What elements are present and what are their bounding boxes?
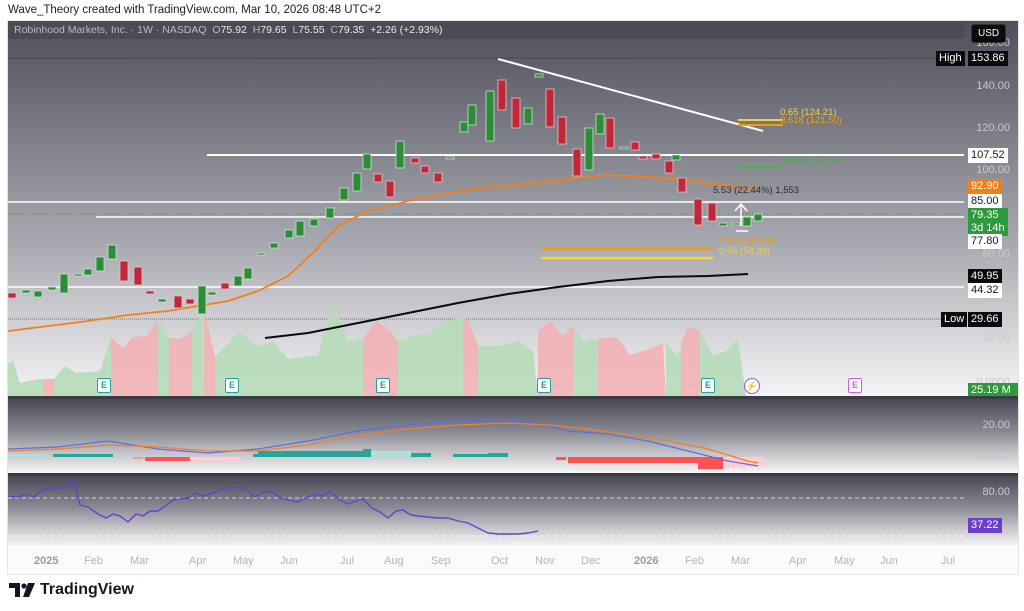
high-price-tag: 153.86 (968, 51, 1008, 66)
time-label: Sep (431, 555, 451, 567)
chart-credit: Wave_Theory created with TradingView.com… (8, 4, 381, 16)
time-label: Jun (280, 555, 298, 567)
macd-tick-20: 20.00 (982, 419, 1010, 431)
time-label: Dec (581, 555, 601, 567)
time-label: Jul (941, 555, 956, 567)
time-label: Aug (384, 555, 404, 567)
chart-frame: Robinhood Markets, Inc. · 1W · NASDAQ O7… (7, 20, 1019, 575)
earnings-icon[interactable]: E (701, 378, 715, 393)
tick-20: 20.00 (982, 332, 1010, 344)
support-tag-44: 44.32 (968, 283, 1002, 298)
earnings-icon[interactable]: E (376, 378, 390, 393)
rsi-pane[interactable] (8, 476, 964, 546)
rsi-axis[interactable]: 80.00 (964, 476, 1018, 546)
tick-120: 120.00 (976, 122, 1010, 134)
earnings-icon[interactable]: E (537, 378, 551, 393)
fib-label-065-lower: 0.65 (58.38) (719, 246, 771, 257)
price-chart-svg (8, 57, 964, 396)
fib-label-065-upper: 0.65 (124.21) (780, 107, 837, 118)
price-pane[interactable]: Robinhood Markets, Inc. · 1W · NASDAQ O7… (8, 21, 964, 396)
currency-button[interactable]: USD (971, 24, 1007, 43)
dividend-lightning-icon[interactable]: ⚡ (744, 378, 760, 394)
high-value: 79.65 (260, 24, 287, 36)
symbol-name: Robinhood Markets, Inc. · 1W · NASDAQ (14, 24, 207, 36)
time-label: Feb (685, 555, 704, 567)
low-price-tag: 29.66 (968, 312, 1002, 327)
high-label: High (936, 51, 965, 66)
time-label: Mar (731, 555, 750, 567)
tick-140: 140.00 (976, 80, 1010, 92)
tick-100: 100.00 (976, 164, 1010, 176)
macd-pane[interactable] (8, 399, 964, 473)
measure-arrow (734, 202, 748, 232)
change-value: +2.26 (+2.93%) (370, 24, 443, 36)
time-label: 2025 (34, 555, 59, 567)
time-label: Nov (535, 555, 555, 567)
pane-separator[interactable] (8, 473, 1018, 476)
sma200-tag: 49.95 (968, 269, 1002, 284)
earnings-icon[interactable]: E (97, 378, 111, 393)
pane-separator[interactable] (8, 396, 1018, 399)
tradingview-logo-icon (9, 583, 35, 597)
low-value: 75.55 (298, 24, 325, 36)
rsi-svg (8, 478, 964, 537)
time-label: Apr (189, 555, 207, 567)
close-value: 79.35 (338, 24, 365, 36)
fib-label-0618-upper: 0.618 (121.50) (780, 115, 842, 126)
time-label: Jun (880, 555, 898, 567)
macd-histogram (8, 449, 763, 469)
earnings-icon[interactable]: E (225, 378, 239, 393)
level-tag-85: 85.00 (968, 194, 1002, 209)
measure-label: 5.53 (22.44%) 1,553 (713, 185, 800, 196)
bar-countdown: 3d 14h (971, 222, 1005, 234)
tradingview-logo[interactable]: TradingView (9, 581, 134, 599)
resistance-tag-107: 107.52 (968, 148, 1008, 163)
macd-axis[interactable]: 20.00 0.0000 (964, 399, 1018, 473)
candles (8, 73, 763, 315)
tick-60: 60.00 (982, 248, 1010, 260)
brand-name: TradingView (40, 581, 134, 598)
ema50-line (8, 174, 759, 332)
fib-label-0382: 0.382 (101.54) (780, 155, 842, 166)
time-label: May (233, 555, 254, 567)
time-label: May (834, 555, 855, 567)
sma200-line (264, 273, 749, 339)
volume-area (8, 303, 746, 396)
last-price-tag: 79.35 3d 14h (968, 208, 1008, 236)
rsi-tick-80: 80.00 (982, 486, 1010, 498)
rsi-value-tag: 37.22 (968, 518, 1002, 533)
volume-tag: 25.19 M (968, 383, 1018, 398)
time-label: 2026 (634, 555, 659, 567)
time-label: Mar (130, 555, 149, 567)
time-label: Jul (340, 555, 355, 567)
macd-svg (8, 418, 763, 469)
open-value: 75.92 (220, 24, 247, 36)
upcoming-earnings-icon[interactable]: E (848, 378, 862, 393)
fib-label-0618-lower: 0.618 (63.09) (719, 236, 776, 247)
support-tag-77: 77.80 (968, 234, 1002, 249)
time-axis[interactable]: 2025 Feb Mar Apr May Jun Jul Aug Sep Oct… (8, 548, 1018, 574)
ema50-tag: 92.90 (968, 179, 1002, 194)
low-label: Low (941, 312, 968, 327)
symbol-legend[interactable]: Robinhood Markets, Inc. · 1W · NASDAQ O7… (8, 21, 964, 39)
macd-tick-0: 0.0000 (976, 451, 1010, 463)
time-label: Oct (491, 555, 509, 567)
time-label: Apr (789, 555, 807, 567)
time-label: Feb (84, 555, 103, 567)
